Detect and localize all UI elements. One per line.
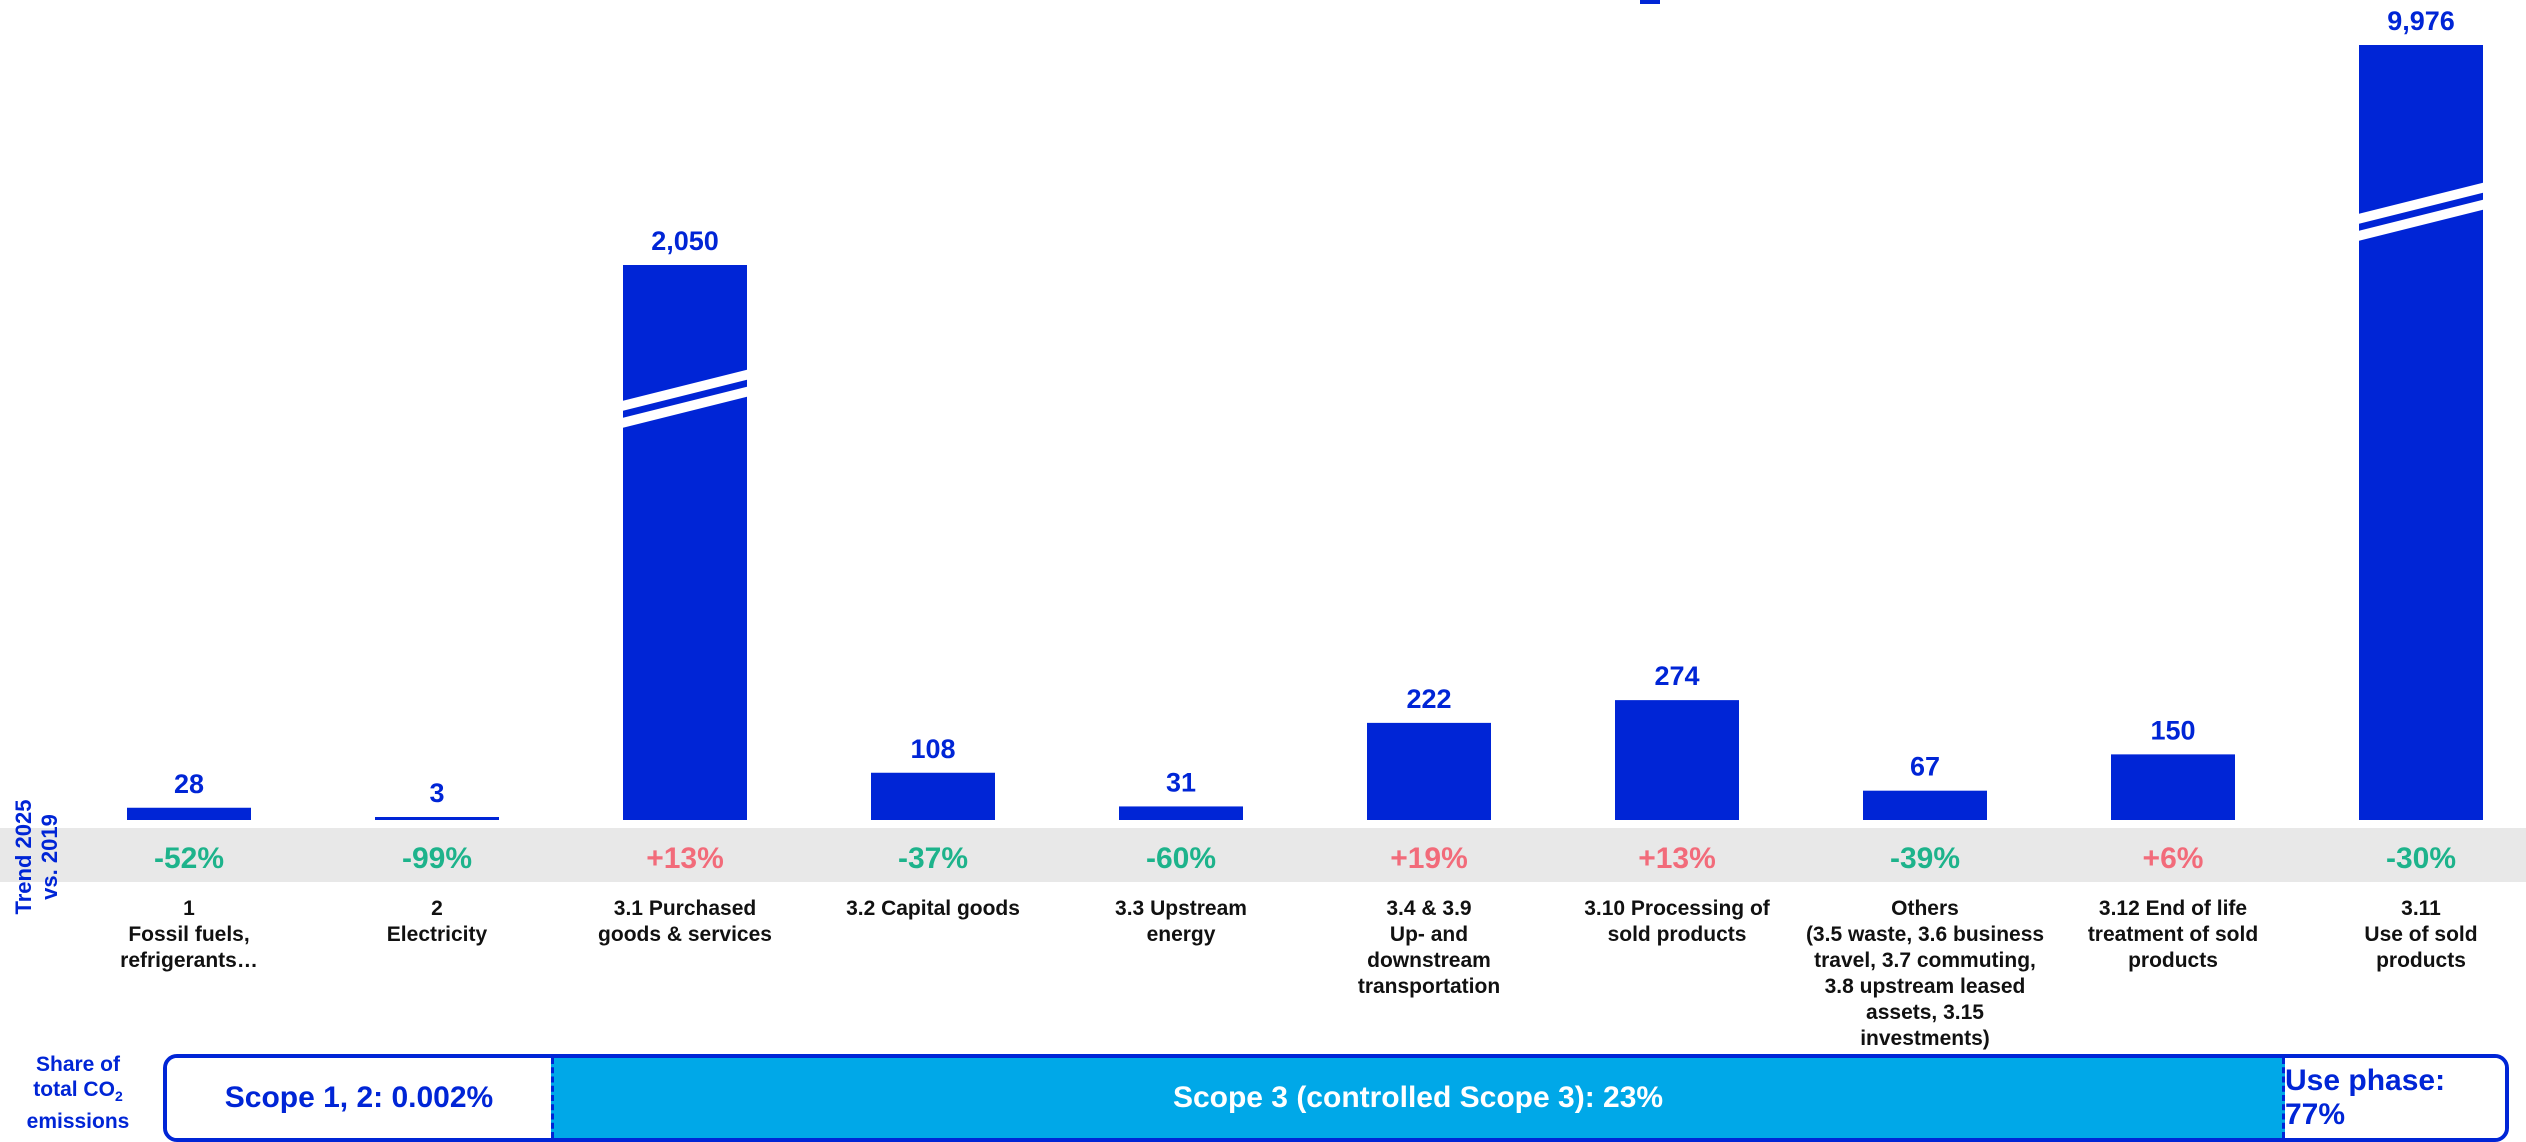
category-label-line: 3.11 — [2401, 897, 2441, 920]
trend-value-7: +13% — [1638, 842, 1716, 875]
trend-value-10: -30% — [2386, 842, 2456, 875]
category-label-line: 3.12 End of life — [2099, 897, 2247, 920]
value-label-10: 9,976 — [2387, 6, 2455, 36]
bar-5 — [1119, 806, 1243, 820]
axis-break-line-a-3 — [621, 369, 749, 412]
category-label-line: Others — [1891, 897, 1959, 920]
value-label-3: 2,050 — [651, 226, 719, 256]
value-label-8: 67 — [1910, 752, 1940, 782]
category-label-10: 3.11 Use of sold products — [2364, 897, 2477, 972]
share-title-line1: Share of — [35, 1053, 121, 1076]
category-label-line: sold products — [1608, 923, 1747, 946]
category-label-line: products — [2376, 949, 2466, 972]
trend-value-6: +19% — [1390, 842, 1468, 875]
trend-value-1: -52% — [154, 842, 224, 875]
category-label-line: assets, 3.15 — [1866, 1001, 1984, 1024]
title-underline-fragment — [1640, 0, 1660, 4]
category-label-line: 3.1 Purchased — [614, 897, 756, 920]
trend-title-line2: vs. 2019 — [37, 814, 62, 900]
category-label-5: 3.3 Upstream energy — [1115, 897, 1247, 946]
category-label-line: Use of sold — [2364, 923, 2477, 946]
trend-value-2: -99% — [402, 842, 472, 875]
value-label-2: 3 — [429, 778, 444, 808]
trend-value-5: -60% — [1146, 842, 1216, 875]
category-label-line: Up- and — [1390, 923, 1468, 946]
category-label-line: energy — [1147, 923, 1216, 946]
category-label-9: 3.12 End of life treatment of sold product… — [2088, 897, 2258, 972]
trend-value-9: +6% — [2143, 842, 2204, 875]
trend-axis-title: Trend 2025 vs. 2019 — [2, 790, 72, 925]
category-label-line: treatment of sold — [2088, 923, 2258, 946]
category-label-line: (3.5 waste, 3.6 business — [1806, 923, 2044, 946]
bar-10 — [2359, 45, 2483, 820]
axis-break-line-b-3 — [621, 386, 749, 429]
category-label-line: refrigerants… — [120, 949, 258, 972]
trend-band — [0, 828, 2526, 882]
axis-break-line-a-10 — [2357, 182, 2485, 225]
category-label-3: 3.1 Purchased goods & services — [598, 897, 772, 946]
category-label-line: downstream — [1367, 949, 1491, 972]
trend-values-layer: -52% -99% +13% -37% -60% +19% +13% -39% +6% -30% — [154, 842, 2456, 875]
category-label-line: Fossil fuels, — [128, 923, 249, 946]
category-label-line: goods & services — [598, 923, 772, 946]
category-label-line: 3.3 Upstream — [1115, 897, 1247, 920]
category-label-line: travel, 3.7 commuting, — [1814, 949, 2036, 972]
category-label-line: investments) — [1860, 1027, 1990, 1050]
category-label-4: 3.2 Capital goods — [846, 897, 1020, 920]
category-label-line: Electricity — [387, 923, 488, 946]
axis-break-line-b-10 — [2357, 199, 2485, 242]
trend-title-line1: Trend 2025 — [11, 799, 36, 915]
value-label-1: 28 — [174, 769, 204, 799]
bar-1 — [127, 807, 251, 820]
value-label-6: 222 — [1406, 684, 1451, 714]
category-label-line: 3.4 & 3.9 — [1386, 897, 1471, 920]
category-label-8: Others (3.5 waste, 3.6 business travel, 3.… — [1806, 897, 2044, 1050]
bar-9 — [2111, 754, 2235, 820]
trend-value-4: -37% — [898, 842, 968, 875]
category-label-line: transportation — [1358, 975, 1500, 998]
category-label-line: 3.8 upstream leased — [1825, 975, 2026, 998]
value-label-7: 274 — [1654, 661, 1699, 691]
bar-8 — [1863, 790, 1987, 820]
bar-2 — [375, 817, 499, 820]
share-title-line3: emissions — [26, 1110, 130, 1134]
value-label-5: 31 — [1166, 767, 1196, 797]
category-label-7: 3.10 Processing of sold products — [1584, 897, 1771, 946]
category-label-line: products — [2128, 949, 2218, 972]
value-label-9: 150 — [2150, 715, 2195, 745]
category-label-line: 3.2 Capital goods — [846, 897, 1020, 920]
bar-3 — [623, 265, 747, 820]
category-label-line: 3.10 Processing of — [1584, 897, 1771, 920]
value-labels-layer: 28 3 2,050 108 31 222 274 67 150 9,976 — [174, 6, 2455, 808]
share-segment-scope12: Scope 1, 2: 0.002% — [167, 1058, 551, 1138]
bar-4 — [871, 772, 995, 820]
share-title-co2: total CO — [33, 1078, 115, 1101]
category-label-6: 3.4 & 3.9 Up- and downstream transportation — [1358, 897, 1500, 998]
category-label-line: 2 — [431, 897, 443, 920]
trend-value-8: -39% — [1890, 842, 1960, 875]
bar-7 — [1615, 700, 1739, 820]
category-labels-layer: 1 Fossil fuels, refrigerants… 2 Electricity 3… — [120, 897, 2477, 1050]
share-segment-scope3: Scope 3 (controlled Scope 3): 23% — [551, 1058, 2285, 1138]
share-bar: Scope 1, 2: 0.002% Scope 3 (controlled S… — [163, 1054, 2509, 1142]
category-label-1: 1 Fossil fuels, refrigerants… — [120, 897, 258, 972]
bars-layer — [127, 45, 2485, 820]
share-title: Share of total CO2 emissions — [8, 1052, 148, 1134]
share-title-line2: total CO2 — [8, 1077, 148, 1109]
share-segment-use-phase: Use phase: 77% — [2285, 1058, 2505, 1138]
share-title-co2-subscript: 2 — [114, 1088, 123, 1105]
value-label-4: 108 — [910, 734, 955, 764]
bar-6 — [1367, 722, 1491, 820]
category-label-line: 1 — [183, 897, 195, 920]
category-label-2: 2 Electricity — [387, 897, 488, 946]
trend-value-3: +13% — [646, 842, 724, 875]
